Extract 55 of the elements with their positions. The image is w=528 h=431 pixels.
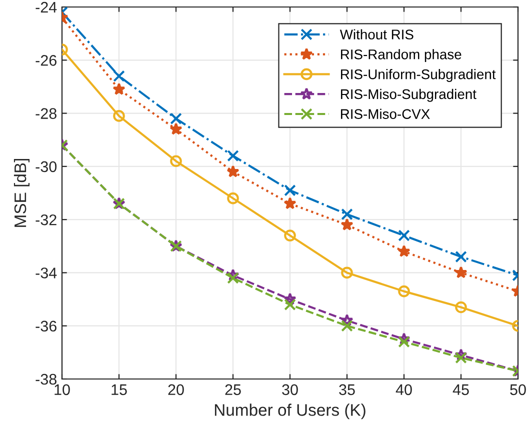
legend-label: RIS-Random phase xyxy=(341,49,462,62)
point xyxy=(340,218,354,230)
point xyxy=(398,332,410,345)
point xyxy=(398,230,410,242)
point xyxy=(170,155,182,168)
y-tick-label: -30 xyxy=(36,161,57,172)
point xyxy=(398,285,410,298)
y-axis-title: MSE [dB] xyxy=(14,158,30,227)
point xyxy=(226,165,240,178)
point xyxy=(454,266,468,278)
y-tick-label: -24 xyxy=(36,2,57,13)
x-tick-label: 10 xyxy=(54,384,70,396)
point xyxy=(112,82,126,95)
x-tick-label: 15 xyxy=(112,384,127,396)
point xyxy=(454,348,468,361)
point xyxy=(170,112,182,125)
point xyxy=(340,314,354,326)
point xyxy=(284,197,296,210)
point xyxy=(455,301,467,314)
x-tick-label: 50 xyxy=(510,384,526,396)
y-tick-label: -26 xyxy=(36,55,56,66)
point xyxy=(170,122,182,135)
y-tick-label: -38 xyxy=(36,374,56,385)
point xyxy=(284,292,296,305)
x-axis-title: Number of Users (K) xyxy=(214,404,366,420)
point xyxy=(113,70,125,82)
x-tick-label: 25 xyxy=(225,384,241,396)
y-tick-label: -28 xyxy=(36,108,56,119)
x-tick-label: 45 xyxy=(452,384,469,396)
point xyxy=(341,208,353,220)
point xyxy=(227,272,239,284)
point xyxy=(284,230,296,242)
x-tick-label: 20 xyxy=(168,384,184,396)
legend-label: RIS-Uniform-Subgradient xyxy=(341,69,496,82)
point xyxy=(341,320,353,332)
point xyxy=(227,192,239,204)
y-tick-label: -32 xyxy=(36,214,56,226)
point xyxy=(398,336,410,348)
point xyxy=(226,268,240,281)
point xyxy=(455,250,467,263)
point xyxy=(341,266,353,279)
y-tick-label: -34 xyxy=(36,268,57,278)
legend-label: RIS-Miso-Subgradient xyxy=(341,88,476,102)
legend-label: RIS-Miso-CVX xyxy=(341,108,430,119)
point xyxy=(113,110,125,122)
point xyxy=(455,352,467,364)
point xyxy=(227,150,239,162)
x-tick-label: 40 xyxy=(396,384,412,396)
point xyxy=(284,298,296,311)
point xyxy=(284,184,296,196)
point xyxy=(398,244,410,257)
x-tick-label: 30 xyxy=(282,384,298,396)
x-tick-label: 35 xyxy=(339,384,355,396)
y-tick-label: -36 xyxy=(36,320,56,332)
legend-label: Without RIS xyxy=(340,29,414,40)
